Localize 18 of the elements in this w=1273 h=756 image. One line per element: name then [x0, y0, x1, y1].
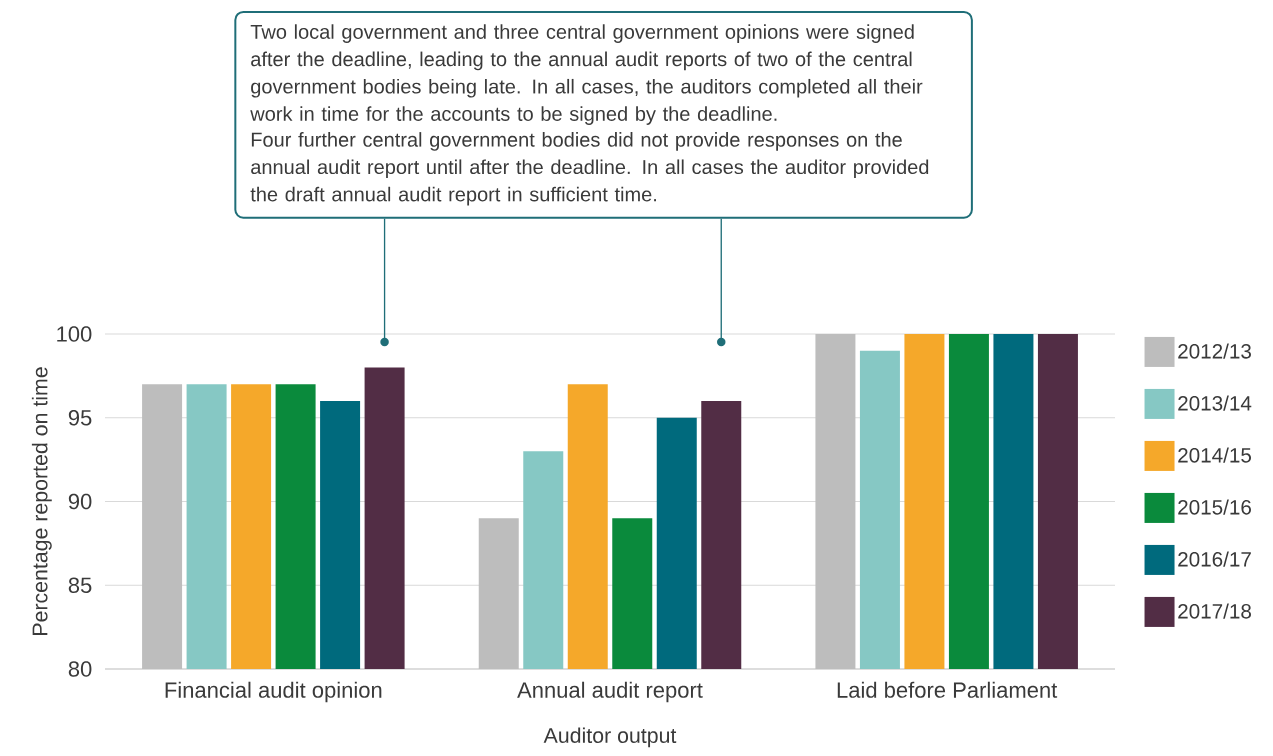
y-tick-label: 85 — [68, 577, 92, 594]
y-tick-label: 95 — [68, 409, 92, 426]
legend-label: 2015/16 — [1178, 499, 1251, 515]
x-axis-title: Auditor output — [543, 727, 677, 748]
legend-label: 2014/15 — [1178, 447, 1252, 463]
legend-label: 2013/14 — [1178, 395, 1252, 411]
y-axis-title: Percentage reported on time — [31, 367, 52, 635]
y-tick-label: 90 — [68, 493, 92, 510]
text: Two local government and three central government opinions were signed after the deadline, leading to the annual audit reports of two of the central government bodies being late. In all cases, the auditors completed all their work in time for the accounts to be signed by the deadline. — [250, 24, 923, 125]
legend-label: 2017/18 — [1178, 603, 1251, 619]
legend-label: 2016/17 — [1178, 551, 1251, 567]
y-tick-label: 80 — [68, 661, 92, 677]
legend-label: 2012/13 — [1178, 343, 1251, 359]
x-tick-label: Laid before Parliament — [837, 681, 1058, 698]
x-tick-label: Annual audit report — [517, 681, 703, 703]
text: Four further central government bodies did not provide responses on the annual audit report until after the deadline. In all cases the auditor provided the draft annual audit report in sufficient time. — [250, 132, 929, 206]
x-tick-label: Financial audit opinion — [165, 681, 382, 703]
y-tick-label: 100 — [57, 326, 92, 342]
